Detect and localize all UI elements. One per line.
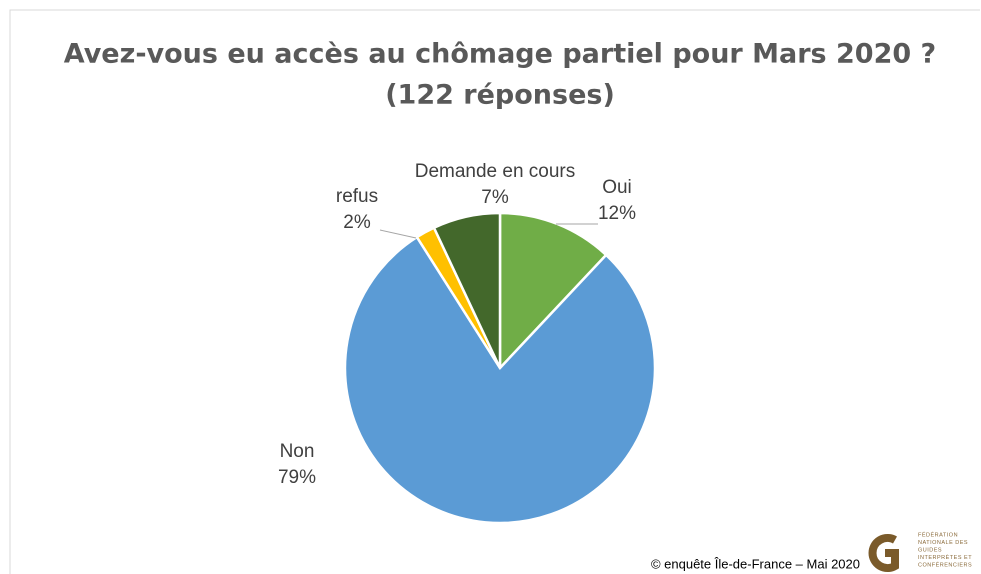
slice-value-label: 79% xyxy=(278,467,316,488)
logo xyxy=(868,534,899,572)
chart-title: Avez-vous eu accès au chômage partiel po… xyxy=(64,39,936,70)
logo-text: GUIDES xyxy=(918,547,942,553)
logo-text: INTERPRÈTES ET xyxy=(918,554,972,561)
slice-label: Non xyxy=(280,441,315,462)
logo-mark xyxy=(868,534,899,572)
slice-value-label: 7% xyxy=(481,187,509,208)
pie-slice xyxy=(432,211,502,369)
pie-slice xyxy=(343,235,657,525)
chart-frame xyxy=(9,9,980,574)
logo-text: CONFÉRENCIERS xyxy=(918,561,972,568)
slice-label: Oui xyxy=(602,177,632,198)
slice-value-label: 12% xyxy=(598,203,636,224)
slice-label: refus xyxy=(336,186,378,207)
leader-line xyxy=(379,229,417,239)
logo-text: FÉDÉRATION xyxy=(918,531,958,538)
slice-label: Demande en cours xyxy=(415,161,576,182)
chart-subtitle: (122 réponses) xyxy=(385,80,615,111)
footer-credit: © enquête Île-de-France – Mai 2020 xyxy=(651,556,860,571)
logo-text: NATIONALE DES xyxy=(918,540,968,546)
slice-value-label: 2% xyxy=(343,212,371,233)
